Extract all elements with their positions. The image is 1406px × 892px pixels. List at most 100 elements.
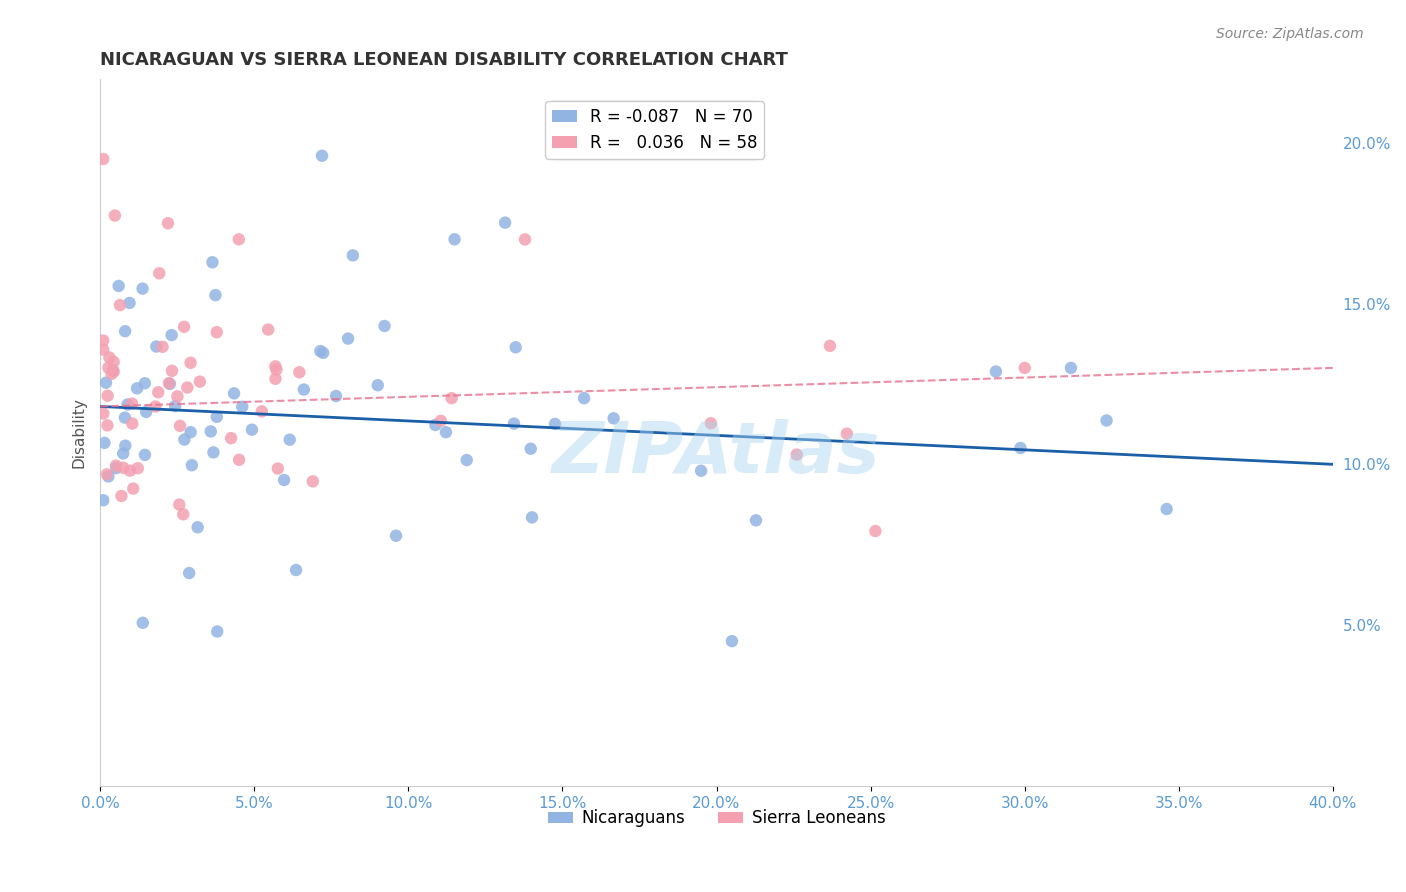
Point [114, 324, 136, 338]
Point [132, 615, 155, 630]
Point [104, 209, 127, 223]
Point [513, 232, 536, 246]
Point [425, 417, 447, 432]
Point [342, 248, 364, 262]
Point [325, 389, 347, 403]
Point [572, 391, 595, 405]
Point [173, 319, 195, 334]
Point [165, 399, 187, 413]
Point [264, 359, 287, 374]
Point [98, 351, 121, 365]
Point [96, 418, 118, 433]
Point [91, 334, 114, 348]
Point [278, 433, 301, 447]
Point [112, 446, 135, 460]
Point [984, 365, 1007, 379]
Point [157, 376, 180, 391]
Point [91, 343, 114, 357]
Point [200, 425, 222, 439]
Point [169, 418, 191, 433]
Point [160, 364, 183, 378]
Point [267, 461, 290, 475]
Point [443, 232, 465, 246]
Point [117, 398, 139, 412]
Point [100, 367, 122, 381]
Point [166, 389, 188, 403]
Legend: Nicaraguans, Sierra Leoneans: Nicaraguans, Sierra Leoneans [541, 803, 891, 834]
Point [818, 339, 841, 353]
Point [105, 458, 128, 473]
Point [312, 346, 335, 360]
Point [1010, 441, 1032, 455]
Point [173, 433, 195, 447]
Point [503, 417, 526, 431]
Point [110, 489, 132, 503]
Point [865, 524, 887, 538]
Point [93, 436, 115, 450]
Text: ZIPAtlas: ZIPAtlas [553, 419, 880, 488]
Point [114, 410, 136, 425]
Point [204, 288, 226, 302]
Point [91, 407, 114, 421]
Point [127, 461, 149, 475]
Point [337, 332, 360, 346]
Point [91, 493, 114, 508]
Point [118, 296, 141, 310]
Point [440, 391, 463, 405]
Point [301, 475, 323, 489]
Point [544, 417, 567, 431]
Point [121, 396, 143, 410]
Point [118, 464, 141, 478]
Point [108, 298, 131, 312]
Point [835, 426, 858, 441]
Point [222, 386, 245, 401]
Point [240, 423, 263, 437]
Point [105, 461, 128, 475]
Point [205, 409, 228, 424]
Point [172, 508, 194, 522]
Point [519, 442, 541, 456]
Point [97, 469, 120, 483]
Point [231, 400, 253, 414]
Point [700, 416, 723, 430]
Point [520, 510, 543, 524]
Point [156, 216, 179, 230]
Point [169, 498, 191, 512]
Point [176, 380, 198, 394]
Point [91, 152, 114, 166]
Point [228, 232, 250, 246]
Point [786, 448, 808, 462]
Point [430, 414, 453, 428]
Point [285, 563, 308, 577]
Point [114, 439, 136, 453]
Point [152, 340, 174, 354]
Point [202, 445, 225, 459]
Point [745, 513, 768, 527]
Point [1014, 360, 1036, 375]
Point [159, 376, 181, 391]
Point [288, 365, 311, 379]
Point [690, 464, 713, 478]
Point [101, 363, 124, 377]
Point [125, 381, 148, 395]
Text: NICARAGUAN VS SIERRA LEONEAN DISABILITY CORRELATION CHART: NICARAGUAN VS SIERRA LEONEAN DISABILITY … [100, 51, 787, 69]
Point [122, 482, 145, 496]
Point [250, 404, 273, 418]
Point [103, 355, 125, 369]
Point [145, 400, 167, 414]
Point [373, 318, 395, 333]
Point [311, 149, 333, 163]
Point [112, 460, 135, 475]
Point [264, 372, 287, 386]
Point [228, 452, 250, 467]
Point [131, 282, 153, 296]
Point [1156, 502, 1178, 516]
Point [148, 385, 170, 400]
Point [187, 520, 209, 534]
Point [385, 529, 408, 543]
Point [94, 376, 117, 390]
Point [292, 383, 315, 397]
Point [121, 417, 143, 431]
Point [367, 378, 389, 392]
Point [721, 634, 744, 648]
